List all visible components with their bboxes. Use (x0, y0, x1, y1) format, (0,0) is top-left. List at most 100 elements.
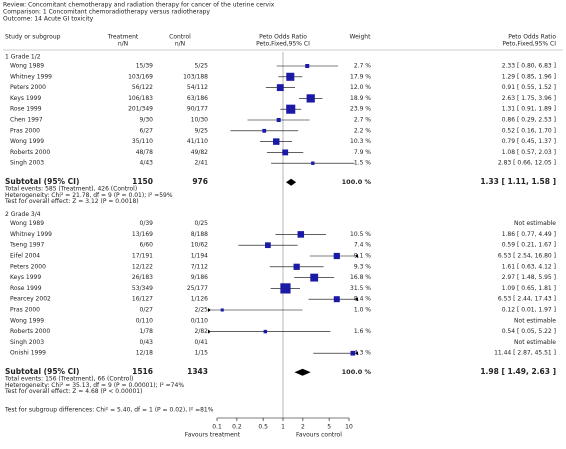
ci-label: 6.53 [ 2.54, 16.80 ] (498, 253, 556, 260)
point-estimate (350, 350, 356, 356)
ci-label: 2.97 [ 1.48, 5.95 ] (502, 274, 556, 281)
study-name: Wong 1989 (10, 220, 44, 227)
study-name: Roberts 2000 (10, 149, 50, 156)
point-estimate (263, 329, 268, 334)
weight: 31.5 % (350, 285, 371, 292)
x-tick-label: 10 (345, 424, 353, 431)
subtotal-name: Subtotal (95% CI) (5, 177, 79, 186)
weight: 9.1 % (354, 253, 371, 260)
col-header: Weight (350, 34, 372, 41)
subtotal-stat: Heterogeneity: Chi² = 35.13, df = 9 (P =… (5, 382, 184, 389)
weight: 1.5 % (354, 160, 371, 167)
subtotal-stat: Test for overall effect: Z = 3.12 (P = 0… (4, 198, 139, 205)
point-estimate (297, 231, 305, 238)
control-count: 2/82 (195, 328, 209, 335)
treatment-count: 12/18 (136, 350, 153, 357)
ci-arrow (355, 297, 358, 302)
point-estimate (333, 252, 340, 260)
study-name: Onishi 1999 (10, 350, 46, 357)
review: Review: Concomitant chemotherapy and rad… (3, 2, 275, 9)
ci-label: 0.79 [ 0.45, 1.37 ] (502, 138, 556, 145)
treatment-count: 6/60 (140, 242, 154, 249)
ci-label: 1.08 [ 0.57, 2.03 ] (502, 149, 556, 156)
col-header: Peto Odds Ratio (508, 34, 556, 41)
weight: 1.0 % (354, 307, 371, 314)
weight: 2.7 % (354, 117, 371, 124)
control-count: 9/25 (195, 127, 209, 134)
point-estimate (305, 63, 310, 69)
treatment-count: 106/183 (128, 95, 153, 102)
ci-label: 0.59 [ 0.21, 1.67 ] (502, 242, 556, 249)
control-count: 10/62 (191, 242, 208, 249)
control-count: 103/188 (183, 73, 208, 80)
ci-label: Not estimable (514, 339, 556, 346)
study-name: Eifel 2004 (10, 253, 40, 260)
study-name: Singh 2003 (10, 339, 44, 346)
control-count: 10/30 (191, 117, 208, 124)
weight: 2.7 % (354, 63, 371, 70)
ci-arrow (355, 254, 358, 258)
weight: 10.3 % (350, 138, 371, 145)
treatment-count: 26/183 (132, 274, 153, 281)
weight: 7.4 % (354, 242, 371, 249)
weight: 16.8 % (350, 274, 371, 281)
treatment-count: 56/122 (132, 84, 153, 91)
col-header: Control (169, 34, 191, 41)
col-header: n/N (118, 41, 128, 48)
treatment-count: 9/30 (140, 117, 154, 124)
point-estimate (333, 296, 340, 303)
treatment-count: 0/110 (136, 317, 153, 324)
study-name: Chen 1997 (10, 117, 43, 124)
col-header: Peto,Fixed,95% CI (502, 41, 556, 48)
subtotal-treatment: 1516 (132, 367, 153, 376)
point-estimate (220, 308, 224, 312)
subgroup-test: Test for subgroup differences: Chi² = 5.… (4, 407, 214, 414)
weight: 7.9 % (354, 149, 371, 156)
study-name: Singh 2003 (10, 160, 44, 167)
point-estimate (282, 149, 289, 156)
col-header: Treatment (107, 34, 139, 41)
weight: 9.3 % (354, 263, 371, 270)
point-estimate (265, 242, 271, 249)
treatment-count: 0/39 (140, 220, 154, 227)
point-estimate (286, 104, 296, 114)
ci-label: 1.29 [ 0.85, 1.96 ] (502, 73, 556, 80)
study-name: Whitney 1999 (10, 231, 52, 238)
study-name: Pearcey 2002 (10, 296, 51, 303)
col-header: Peto,Fixed,95% CI (256, 41, 310, 48)
treatment-count: 17/191 (132, 253, 153, 260)
ci-label: 0.12 [ 0.01, 1.97 ] (502, 307, 556, 314)
control-count: 1/126 (191, 296, 208, 303)
ci-arrow (208, 329, 211, 334)
subtotal-name: Subtotal (95% CI) (5, 367, 79, 376)
group-title: 2 Grade 3/4 (5, 211, 41, 218)
study-name: Wong 1999 (10, 138, 44, 145)
control-count: 0/110 (191, 317, 208, 324)
subtotal-weight: 100.0 % (342, 368, 372, 376)
study-name: Whitney 1999 (10, 73, 52, 80)
control-count: 2/41 (195, 160, 209, 167)
x-label-right: Favours control (296, 432, 342, 439)
control-count: 1/15 (195, 350, 209, 357)
study-name: Peters 2000 (10, 84, 46, 91)
treatment-count: 4/43 (140, 160, 154, 167)
point-estimate (311, 161, 315, 165)
weight: 23.9 % (350, 106, 371, 113)
x-label-left: Favours treatment (185, 432, 241, 439)
weight: 4.3 % (354, 350, 371, 357)
outcome: Outcome: 14 Acute GI toxicity (3, 16, 94, 23)
x-tick-label: 0.2 (232, 424, 242, 431)
treatment-count: 15/39 (136, 63, 153, 70)
control-count: 8/188 (191, 231, 208, 238)
point-estimate (286, 72, 295, 81)
weight: 12.0 % (350, 84, 371, 91)
treatment-count: 16/127 (132, 296, 153, 303)
ci-label: 11.44 [ 2.87, 45.51 ] (494, 350, 556, 357)
control-count: 0/41 (195, 339, 209, 346)
subtotal-control: 1343 (187, 367, 208, 376)
control-count: 1/194 (191, 253, 208, 260)
study-name: Pras 2000 (10, 127, 40, 134)
point-estimate (276, 84, 284, 92)
subtotal-diamond (285, 178, 297, 186)
